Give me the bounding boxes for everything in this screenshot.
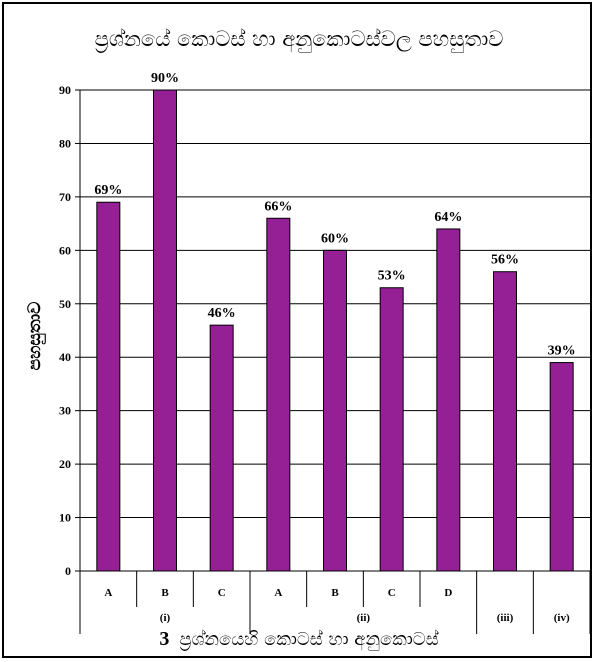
x-axis-title-text: ප්‍රශ්නයෙහි කොටස් හා අනුකොටස් bbox=[179, 629, 438, 651]
y-tick-label-60: 60 bbox=[59, 243, 71, 257]
category-label-0: A bbox=[104, 587, 112, 599]
category-label-3: A bbox=[274, 587, 282, 599]
y-tick-label-40: 40 bbox=[59, 350, 71, 364]
x-axis-title-number: 3 bbox=[159, 628, 169, 650]
group-label-1: (ii) bbox=[357, 612, 371, 624]
category-label-5: C bbox=[388, 587, 396, 599]
axes bbox=[75, 89, 591, 634]
data-label-0: 69% bbox=[94, 183, 122, 198]
bar-1 bbox=[153, 89, 177, 572]
category-label-4: B bbox=[331, 587, 339, 599]
data-label-8: 39% bbox=[548, 344, 576, 359]
bar-4 bbox=[323, 249, 347, 572]
y-tick-label-80: 80 bbox=[59, 136, 71, 150]
group-label-0: (i) bbox=[160, 612, 171, 624]
y-tick-label-50: 50 bbox=[59, 297, 71, 311]
data-label-3: 66% bbox=[264, 199, 292, 214]
bar-0 bbox=[96, 201, 121, 572]
chart-title: ප්‍රශ්නයේ කොටස් හා අනුකොටස්වල පහසුතාව bbox=[95, 27, 504, 53]
data-label-5: 53% bbox=[378, 269, 406, 284]
bar-2 bbox=[209, 324, 234, 572]
data-label-7: 56% bbox=[491, 253, 519, 268]
y-tick-label-90: 90 bbox=[59, 83, 71, 97]
category-label-1: B bbox=[161, 587, 169, 599]
category-label-6: D bbox=[444, 587, 452, 599]
y-tick-label-70: 70 bbox=[59, 190, 71, 204]
y-tick-label-10: 10 bbox=[59, 511, 71, 525]
bars bbox=[96, 89, 574, 572]
bar-7 bbox=[493, 271, 517, 572]
data-label-2: 46% bbox=[208, 306, 236, 321]
group-label-2: (iii) bbox=[497, 612, 514, 624]
data-label-4: 60% bbox=[321, 231, 349, 246]
y-tick-label-0: 0 bbox=[65, 564, 71, 578]
bar-5 bbox=[379, 287, 404, 572]
y-axis-title: පහසුතාව bbox=[25, 302, 46, 371]
data-label-1: 90% bbox=[151, 71, 179, 86]
x-axis-title: 3 ප්‍රශ්නයෙහි කොටස් හා අනුකොටස් bbox=[159, 628, 438, 651]
labels: 0 10 20 30 40 50 60 70 80 90 69% A 90% B 46% C 66% A 60% B 5… bbox=[59, 71, 576, 624]
y-tick-label-20: 20 bbox=[59, 457, 71, 471]
bar-3 bbox=[266, 217, 291, 572]
data-label-6: 64% bbox=[434, 210, 462, 225]
y-tick-label-30: 30 bbox=[59, 404, 71, 418]
bar-6 bbox=[436, 228, 461, 572]
group-label-3: (iv) bbox=[554, 612, 570, 624]
bar-8 bbox=[549, 362, 574, 572]
category-label-2: C bbox=[218, 587, 226, 599]
bar-chart: ප්‍රශ්නයේ කොටස් හා අනුකොටස්වල පහසුතාව 0 1… bbox=[25, 27, 591, 651]
